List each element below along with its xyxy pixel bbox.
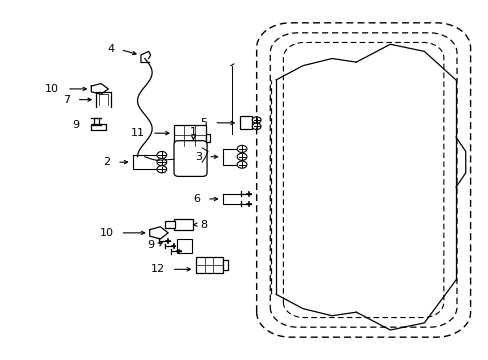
Circle shape — [237, 153, 246, 160]
Text: 5: 5 — [200, 118, 207, 128]
Text: 7: 7 — [63, 95, 70, 105]
Circle shape — [252, 117, 261, 123]
Bar — [177, 239, 192, 253]
Bar — [196, 257, 222, 273]
Text: 10: 10 — [45, 84, 59, 94]
Text: 11: 11 — [131, 128, 145, 138]
Circle shape — [237, 145, 246, 153]
Bar — [174, 219, 193, 230]
Text: 10: 10 — [100, 228, 114, 238]
Circle shape — [157, 158, 166, 166]
Bar — [91, 124, 106, 130]
Text: 6: 6 — [193, 194, 201, 204]
FancyBboxPatch shape — [174, 141, 206, 176]
Text: 3: 3 — [194, 152, 201, 162]
Bar — [165, 221, 175, 228]
Text: 1: 1 — [189, 127, 197, 137]
Text: 2: 2 — [103, 157, 110, 167]
Circle shape — [237, 161, 246, 168]
Circle shape — [252, 123, 261, 130]
Bar — [239, 116, 251, 129]
Circle shape — [157, 166, 166, 173]
Text: 9: 9 — [147, 240, 154, 250]
Text: 12: 12 — [150, 264, 164, 274]
Text: 9: 9 — [72, 120, 79, 130]
Bar — [205, 134, 210, 142]
Bar — [174, 125, 205, 146]
Text: 8: 8 — [201, 220, 207, 230]
Circle shape — [157, 152, 166, 158]
Bar — [222, 260, 228, 270]
Text: 4: 4 — [107, 44, 114, 54]
